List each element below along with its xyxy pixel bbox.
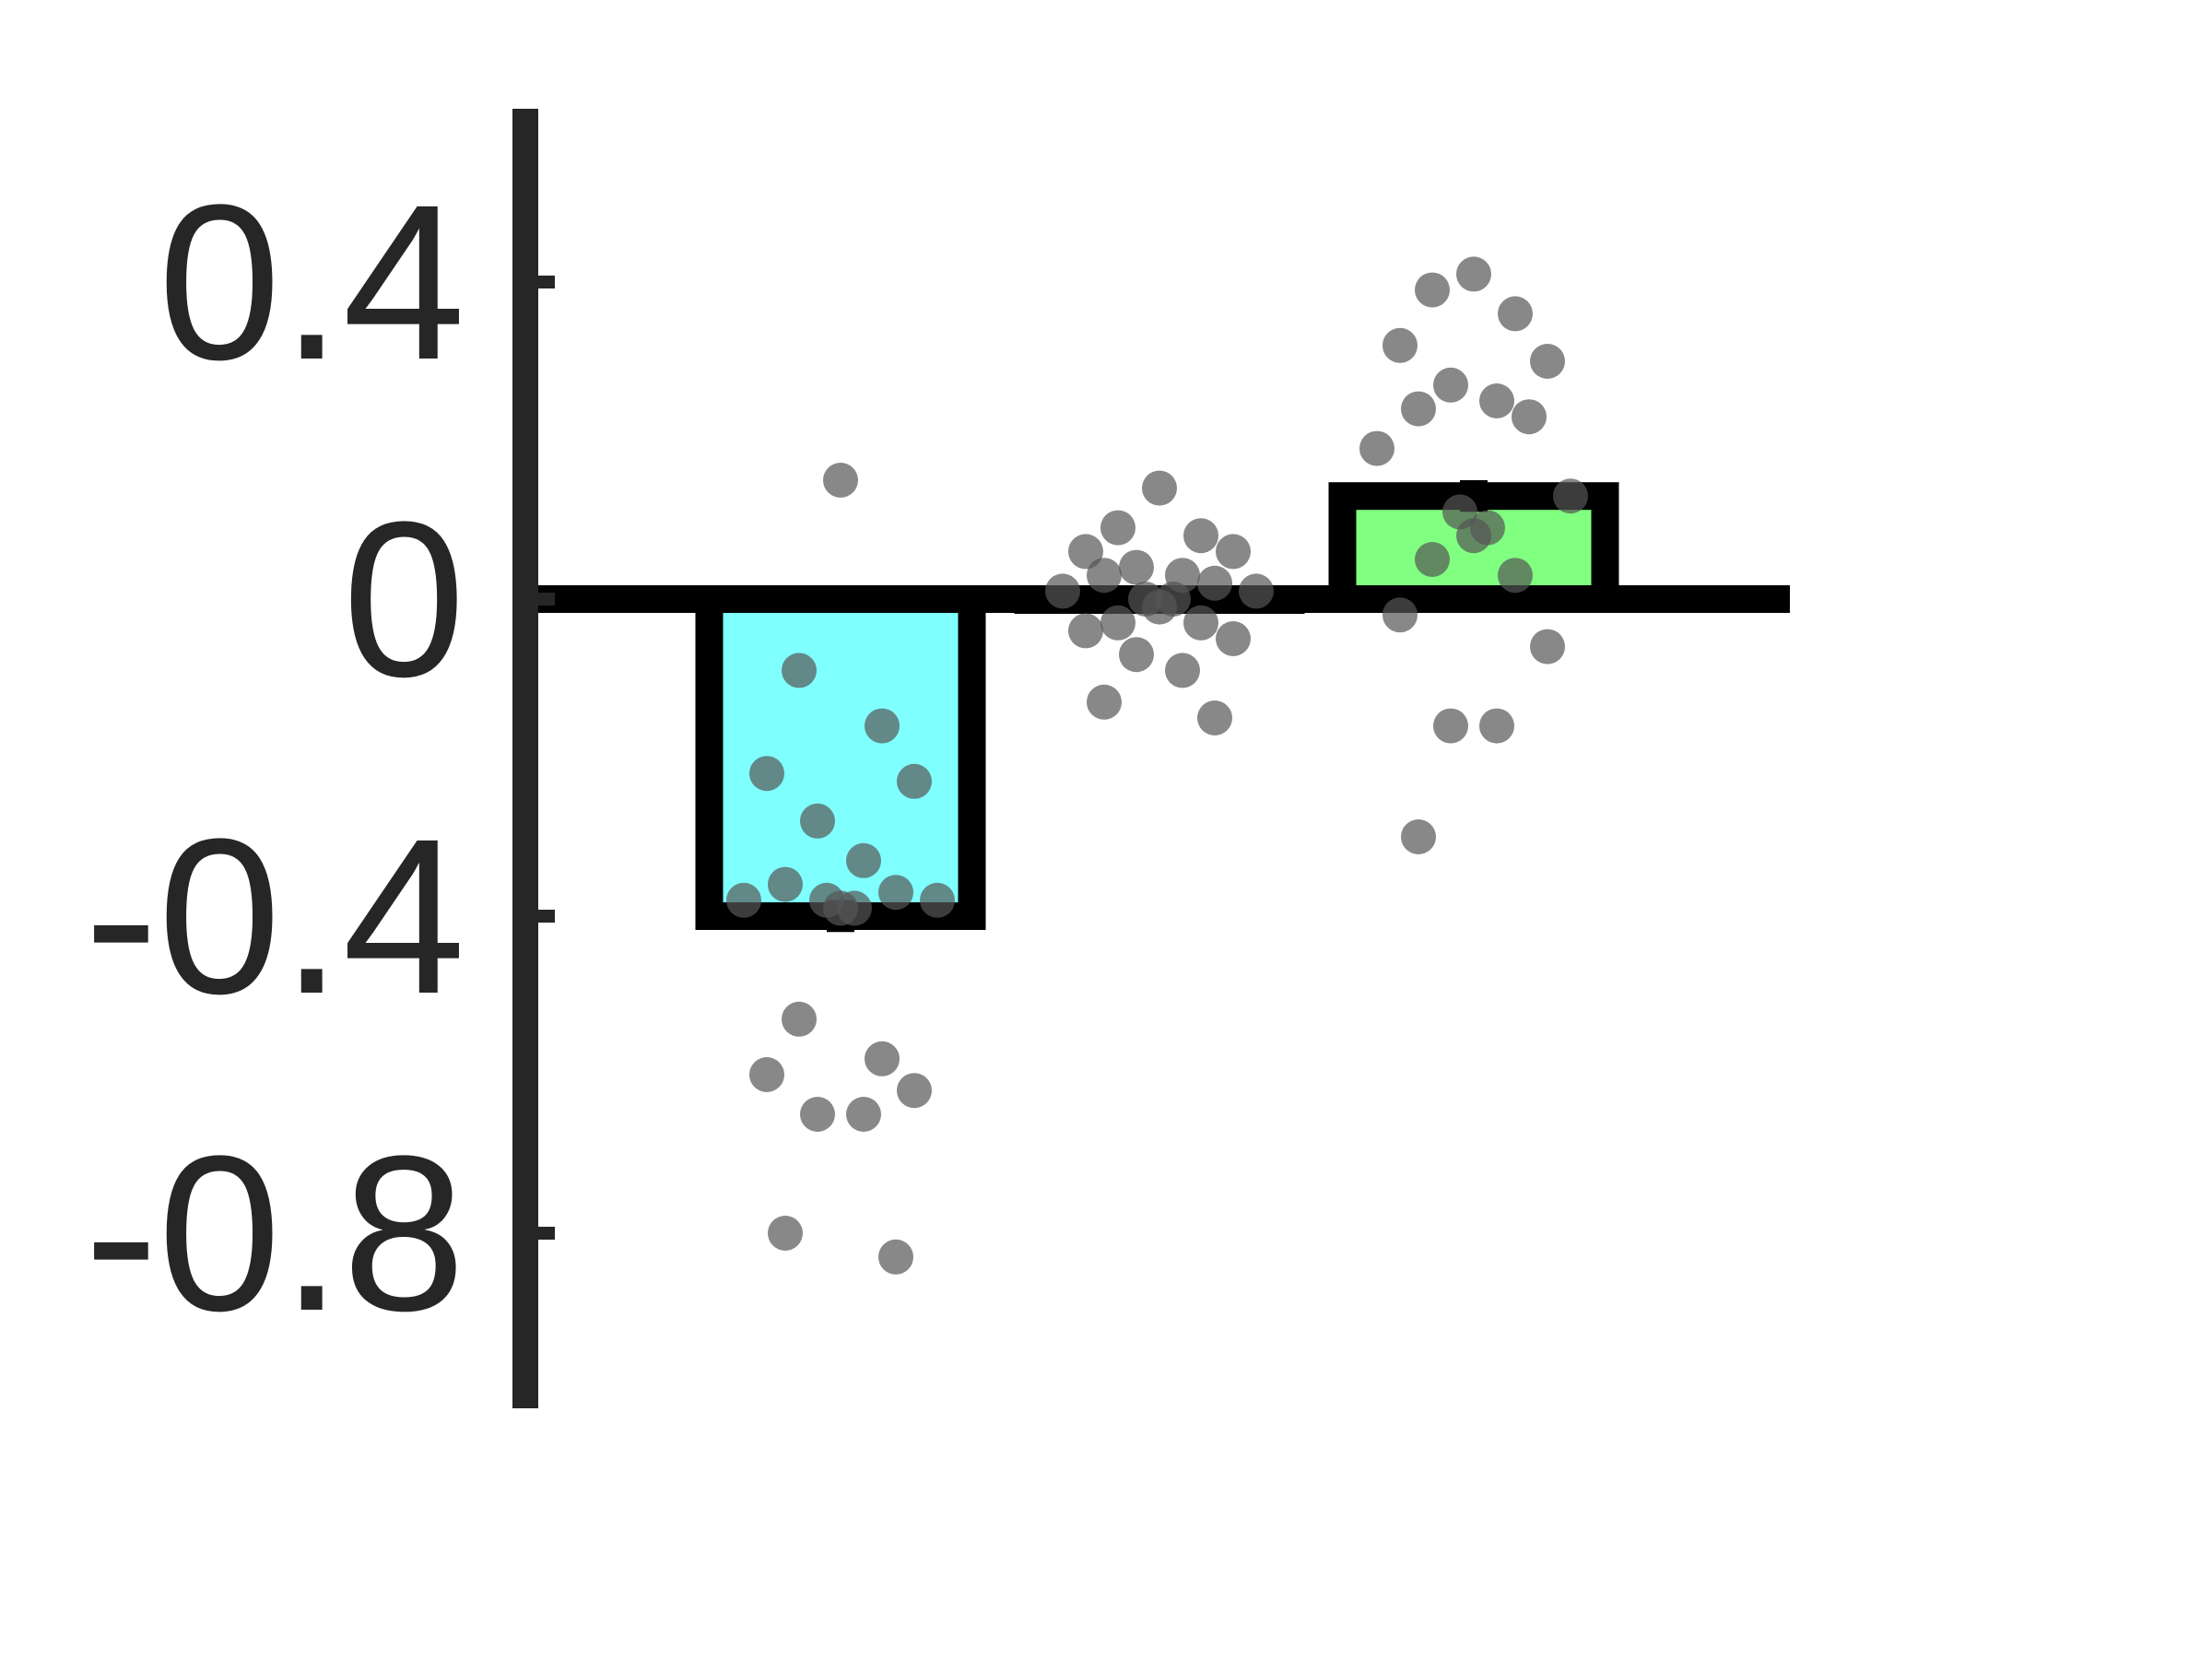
data-point-bar2-3 (1183, 518, 1218, 554)
y-tick-label-1: 0 (343, 476, 465, 723)
data-point-bar2-17 (1068, 613, 1103, 649)
data-point-bar2-5 (1216, 534, 1251, 570)
bar-1 (695, 585, 986, 930)
data-point-bar1-7 (846, 842, 881, 878)
data-point-bar1-19 (800, 1097, 835, 1132)
data-point-bar3-18 (1530, 629, 1565, 665)
data-point-bar2-19 (1119, 637, 1154, 673)
data-point-bar1-22 (878, 1239, 913, 1275)
data-point-bar1-11 (920, 882, 955, 918)
data-point-bar1-17 (749, 1057, 784, 1092)
data-point-bar1-14 (823, 890, 858, 926)
data-point-bar2-8 (1087, 558, 1122, 594)
data-point-bar1-9 (878, 875, 913, 911)
data-point-bar1-1 (823, 463, 858, 498)
data-point-bar3-7 (1479, 383, 1514, 418)
data-point-bar2-6 (1119, 549, 1154, 585)
data-point-bar2-14 (1142, 589, 1177, 625)
data-point-bar2-10 (1045, 573, 1080, 609)
data-point-bar1-21 (768, 1216, 803, 1251)
data-point-bar3-20 (1479, 708, 1514, 744)
data-point-bar1-20 (846, 1097, 881, 1132)
data-point-bar3-4 (1382, 327, 1418, 363)
data-point-bar2-20 (1165, 653, 1200, 688)
data-point-bar3-1 (1456, 256, 1491, 292)
data-point-bar1-2 (782, 653, 817, 688)
y-tick-labels: 0.4 0 -0.4 -0.8 (84, 159, 465, 1357)
data-point-bar2-16 (1183, 605, 1218, 641)
data-point-bar3-15 (1415, 542, 1450, 577)
y-tick-label-2: -0.4 (84, 793, 465, 1040)
data-point-bar1-18 (897, 1073, 932, 1109)
data-point-bar1-15 (782, 1001, 817, 1037)
data-point-bar3-10 (1359, 430, 1394, 466)
data-point-bar2-9 (1197, 565, 1232, 601)
data-point-bar3-2 (1415, 272, 1450, 308)
y-axis (512, 109, 555, 1408)
data-point-bar3-14 (1456, 518, 1491, 554)
data-point-bar1-8 (768, 866, 803, 902)
data-point-bar2-4 (1068, 534, 1103, 570)
data-point-bar3-16 (1498, 558, 1533, 594)
data-point-bar3-6 (1433, 367, 1468, 403)
data-point-bar1-3 (865, 708, 900, 744)
points-layer (726, 256, 1588, 1275)
data-point-bar3-3 (1498, 296, 1533, 332)
data-point-bar1-10 (726, 882, 761, 918)
y-tick-label-3: -0.8 (84, 1110, 465, 1357)
data-point-bar3-19 (1433, 708, 1468, 744)
data-point-bar3-21 (1401, 819, 1436, 854)
y-tick-label-0: 0.4 (158, 159, 465, 406)
data-point-bar2-22 (1197, 700, 1232, 735)
data-point-bar1-5 (897, 763, 932, 799)
data-point-bar2-2 (1100, 510, 1135, 546)
data-point-bar3-17 (1382, 597, 1418, 633)
data-point-bar2-18 (1216, 621, 1251, 656)
data-point-bar3-11 (1553, 478, 1588, 514)
data-point-bar2-15 (1100, 605, 1135, 641)
data-point-bar3-5 (1530, 344, 1565, 379)
data-point-bar2-11 (1239, 573, 1274, 609)
data-point-bar1-4 (749, 756, 784, 792)
bars-layer (525, 480, 1790, 933)
data-point-bar1-6 (800, 803, 835, 839)
data-point-bar3-8 (1401, 391, 1436, 427)
data-point-bar1-16 (865, 1041, 900, 1077)
data-point-bar2-21 (1087, 684, 1122, 720)
data-point-bar3-9 (1512, 399, 1547, 435)
data-point-bar2-1 (1142, 470, 1177, 506)
